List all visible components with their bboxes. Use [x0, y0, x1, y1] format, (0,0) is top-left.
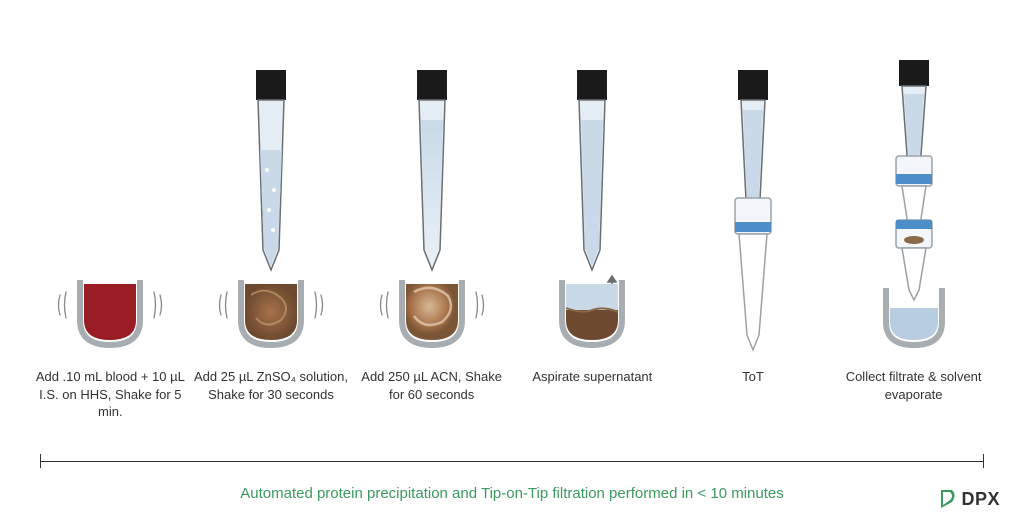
tip-on-tip-icon	[693, 70, 813, 360]
step-4-illustration	[532, 60, 652, 360]
step-5	[675, 60, 830, 360]
caption-label: Automated protein precipitation and Tip-…	[240, 485, 784, 502]
logo-text: DPX	[961, 489, 1000, 510]
step-2-illustration	[211, 60, 331, 360]
logo: DPX	[938, 488, 1000, 510]
step-5-label: ToT	[675, 368, 830, 421]
step-6-label: Collect filtrate & solvent evaporate	[836, 368, 991, 421]
step-1-label: Add .10 mL blood + 10 µL I.S. on HHS, Sh…	[33, 368, 188, 421]
step-6-illustration	[854, 60, 974, 360]
step-1	[33, 60, 188, 360]
step-3	[354, 60, 509, 360]
step-3-illustration	[372, 60, 492, 360]
step-2	[193, 60, 348, 360]
step-4	[515, 60, 670, 360]
logo-mark-icon	[938, 488, 958, 510]
pipette-dispense-znso4-icon	[211, 70, 331, 360]
step-4-label: Aspirate supernatant	[515, 368, 670, 421]
step-6	[836, 60, 991, 360]
blood-well-icon	[50, 260, 170, 360]
labels-row: Add .10 mL blood + 10 µL I.S. on HHS, Sh…	[0, 360, 1024, 421]
steps-row	[0, 0, 1024, 360]
pipette-dispense-acn-icon	[372, 70, 492, 360]
step-2-label: Add 25 µL ZnSO₄ solution, Shake for 30 s…	[193, 368, 348, 421]
caption-text: Automated protein precipitation and Tip-…	[0, 485, 1024, 502]
timeline-bracket	[40, 454, 984, 468]
step-1-illustration	[50, 60, 170, 360]
collect-filtrate-icon	[854, 60, 974, 360]
step-5-illustration	[693, 60, 813, 360]
step-3-label: Add 250 µL ACN, Shake for 60 seconds	[354, 368, 509, 421]
aspirate-supernatant-icon	[532, 70, 652, 360]
